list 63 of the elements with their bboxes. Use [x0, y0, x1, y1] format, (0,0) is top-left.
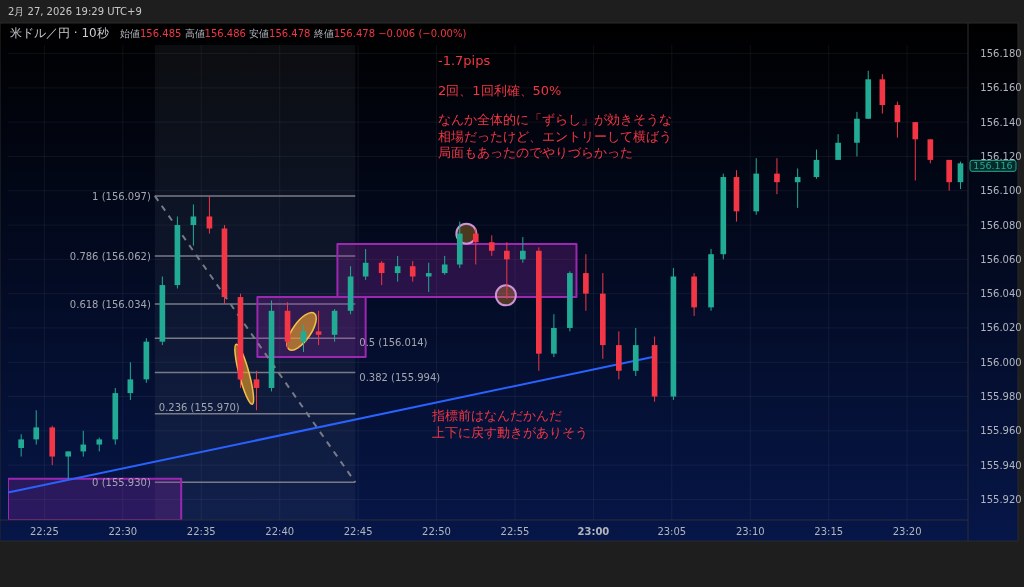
y-tick-label: 155.940 [980, 459, 1022, 471]
candlestick [488, 234, 495, 257]
chart-subtitle: 2月 27, 2026 19:29 UTC+9 [8, 6, 142, 17]
candlestick [774, 157, 780, 195]
ref-line-label: 0.786 (156.062) [69, 250, 151, 262]
candlestick [520, 236, 526, 264]
candlestick [394, 255, 401, 283]
x-tick-label: 23:15 [814, 526, 844, 537]
y-tick-label: 156.040 [980, 288, 1022, 300]
annotation: 156.116 [973, 160, 1013, 172]
candlestick [300, 324, 307, 353]
x-tick-label: 22:40 [265, 526, 295, 537]
x-tick-label: 23:10 [735, 526, 765, 537]
ref-line-label: 0.382 (155.994) [359, 371, 441, 383]
ref-line-label: 0 (155.930) [92, 477, 151, 489]
x-tick-label: 23:20 [892, 526, 922, 537]
candlestick [425, 262, 432, 293]
annotation: なんか全体的に「ずらし」が効きそうな相場だったけど、エントリーして横ばう局面もあったのでやりづらかった [438, 112, 672, 160]
x-tick-label: 23:05 [657, 526, 687, 537]
y-tick-label: 156.180 [980, 48, 1022, 60]
candlestick [835, 133, 841, 161]
chart-title: 米ドル／円 · 10秒 [10, 26, 109, 40]
candlestick [18, 433, 24, 458]
candlestick [315, 310, 322, 346]
y-tick-label: 156.080 [980, 219, 1022, 231]
y-tick-label: 156.000 [980, 356, 1022, 368]
candlestick [190, 203, 197, 247]
y-tick-label: 156.140 [980, 116, 1022, 128]
x-tick-label: 22:55 [500, 526, 530, 537]
candlestick [946, 159, 952, 192]
y-tick-label: 156.120 [980, 150, 1022, 162]
candlestick [912, 121, 919, 181]
x-tick-label: 22:50 [422, 526, 451, 537]
y-tick-label: 156.160 [980, 82, 1022, 94]
y-tick-label: 155.960 [980, 425, 1022, 437]
ref-line-label: 1 (156.097) [92, 190, 151, 202]
x-tick-label: 22:45 [343, 526, 373, 537]
text: 始値156.485 高値156.486 安値156.478 終値156.478 −0.006 (−0.00%) [120, 28, 467, 39]
x-tick-label: 22:35 [186, 526, 216, 537]
candlestick [127, 361, 134, 401]
y-tick-label: 156.020 [980, 322, 1022, 334]
y-tick-label: 155.920 [980, 493, 1022, 505]
ref-line-label: 0.618 (156.034) [69, 298, 151, 310]
x-tick-label: 22:30 [108, 526, 138, 537]
y-tick-label: 155.980 [980, 391, 1022, 403]
candlestick [33, 409, 40, 446]
candlestick [80, 430, 87, 458]
x-tick-label: 23:00 [577, 526, 610, 537]
annotation: 指標前はなんだかんだ上下に戻す動きがありそう [431, 408, 588, 440]
candlestick [927, 138, 934, 164]
annotation: 2回、1回利確、50% [438, 83, 562, 98]
y-tick-label: 156.060 [980, 253, 1022, 265]
annotation: -1.7pips [438, 53, 491, 68]
candlestick [583, 253, 589, 312]
candlestick [253, 370, 260, 411]
x-tick-label: 22:25 [30, 526, 59, 537]
candlestick [441, 255, 448, 276]
candlestick [65, 450, 72, 480]
y-tick-label: 156.100 [980, 185, 1022, 197]
candlestick [504, 241, 510, 300]
candlestick [409, 260, 416, 283]
ref-line-label: 0.236 (155.970) [158, 401, 240, 413]
candlestick [472, 227, 479, 265]
